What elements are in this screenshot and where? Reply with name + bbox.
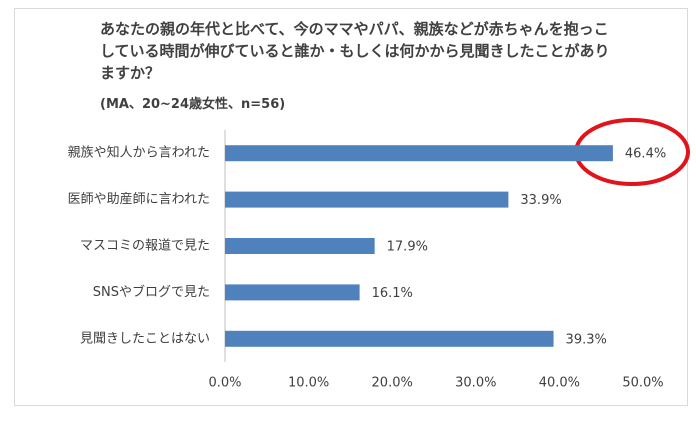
value-label: 39.3% [566,332,607,347]
chart-frame [14,8,688,406]
value-label: 16.1% [372,286,413,301]
y-tick-label: SNSやブログで見た [93,284,210,300]
y-tick-label: 医師や助産師に言われた [68,191,210,207]
x-tick-label: 0.0% [208,376,241,391]
x-tick-label: 10.0% [288,376,329,391]
y-tick-label: 親族や知人から言われた [68,145,210,161]
value-label: 33.9% [520,193,561,208]
chart-subtitle: (MA、20~24歳女性、n=56) [100,97,286,112]
x-tick-label: 50.0% [622,376,663,391]
x-tick-label: 20.0% [372,376,413,391]
bar [225,238,375,254]
x-tick-label: 30.0% [455,376,496,391]
bar [225,284,360,301]
y-tick-label: 見聞きしたことはない [80,331,210,346]
bar [225,330,554,347]
bar [225,191,509,208]
value-label: 46.4% [625,147,666,162]
y-tick-label: マスコミの報道で見た [80,239,210,254]
value-label: 17.9% [387,240,428,255]
chart-title: あなたの親の年代と比べて、今のママやパパ、親族などが赤ちゃんを抱っこしている時間… [100,20,610,82]
x-tick-label: 40.0% [539,376,580,391]
bar [225,145,613,162]
